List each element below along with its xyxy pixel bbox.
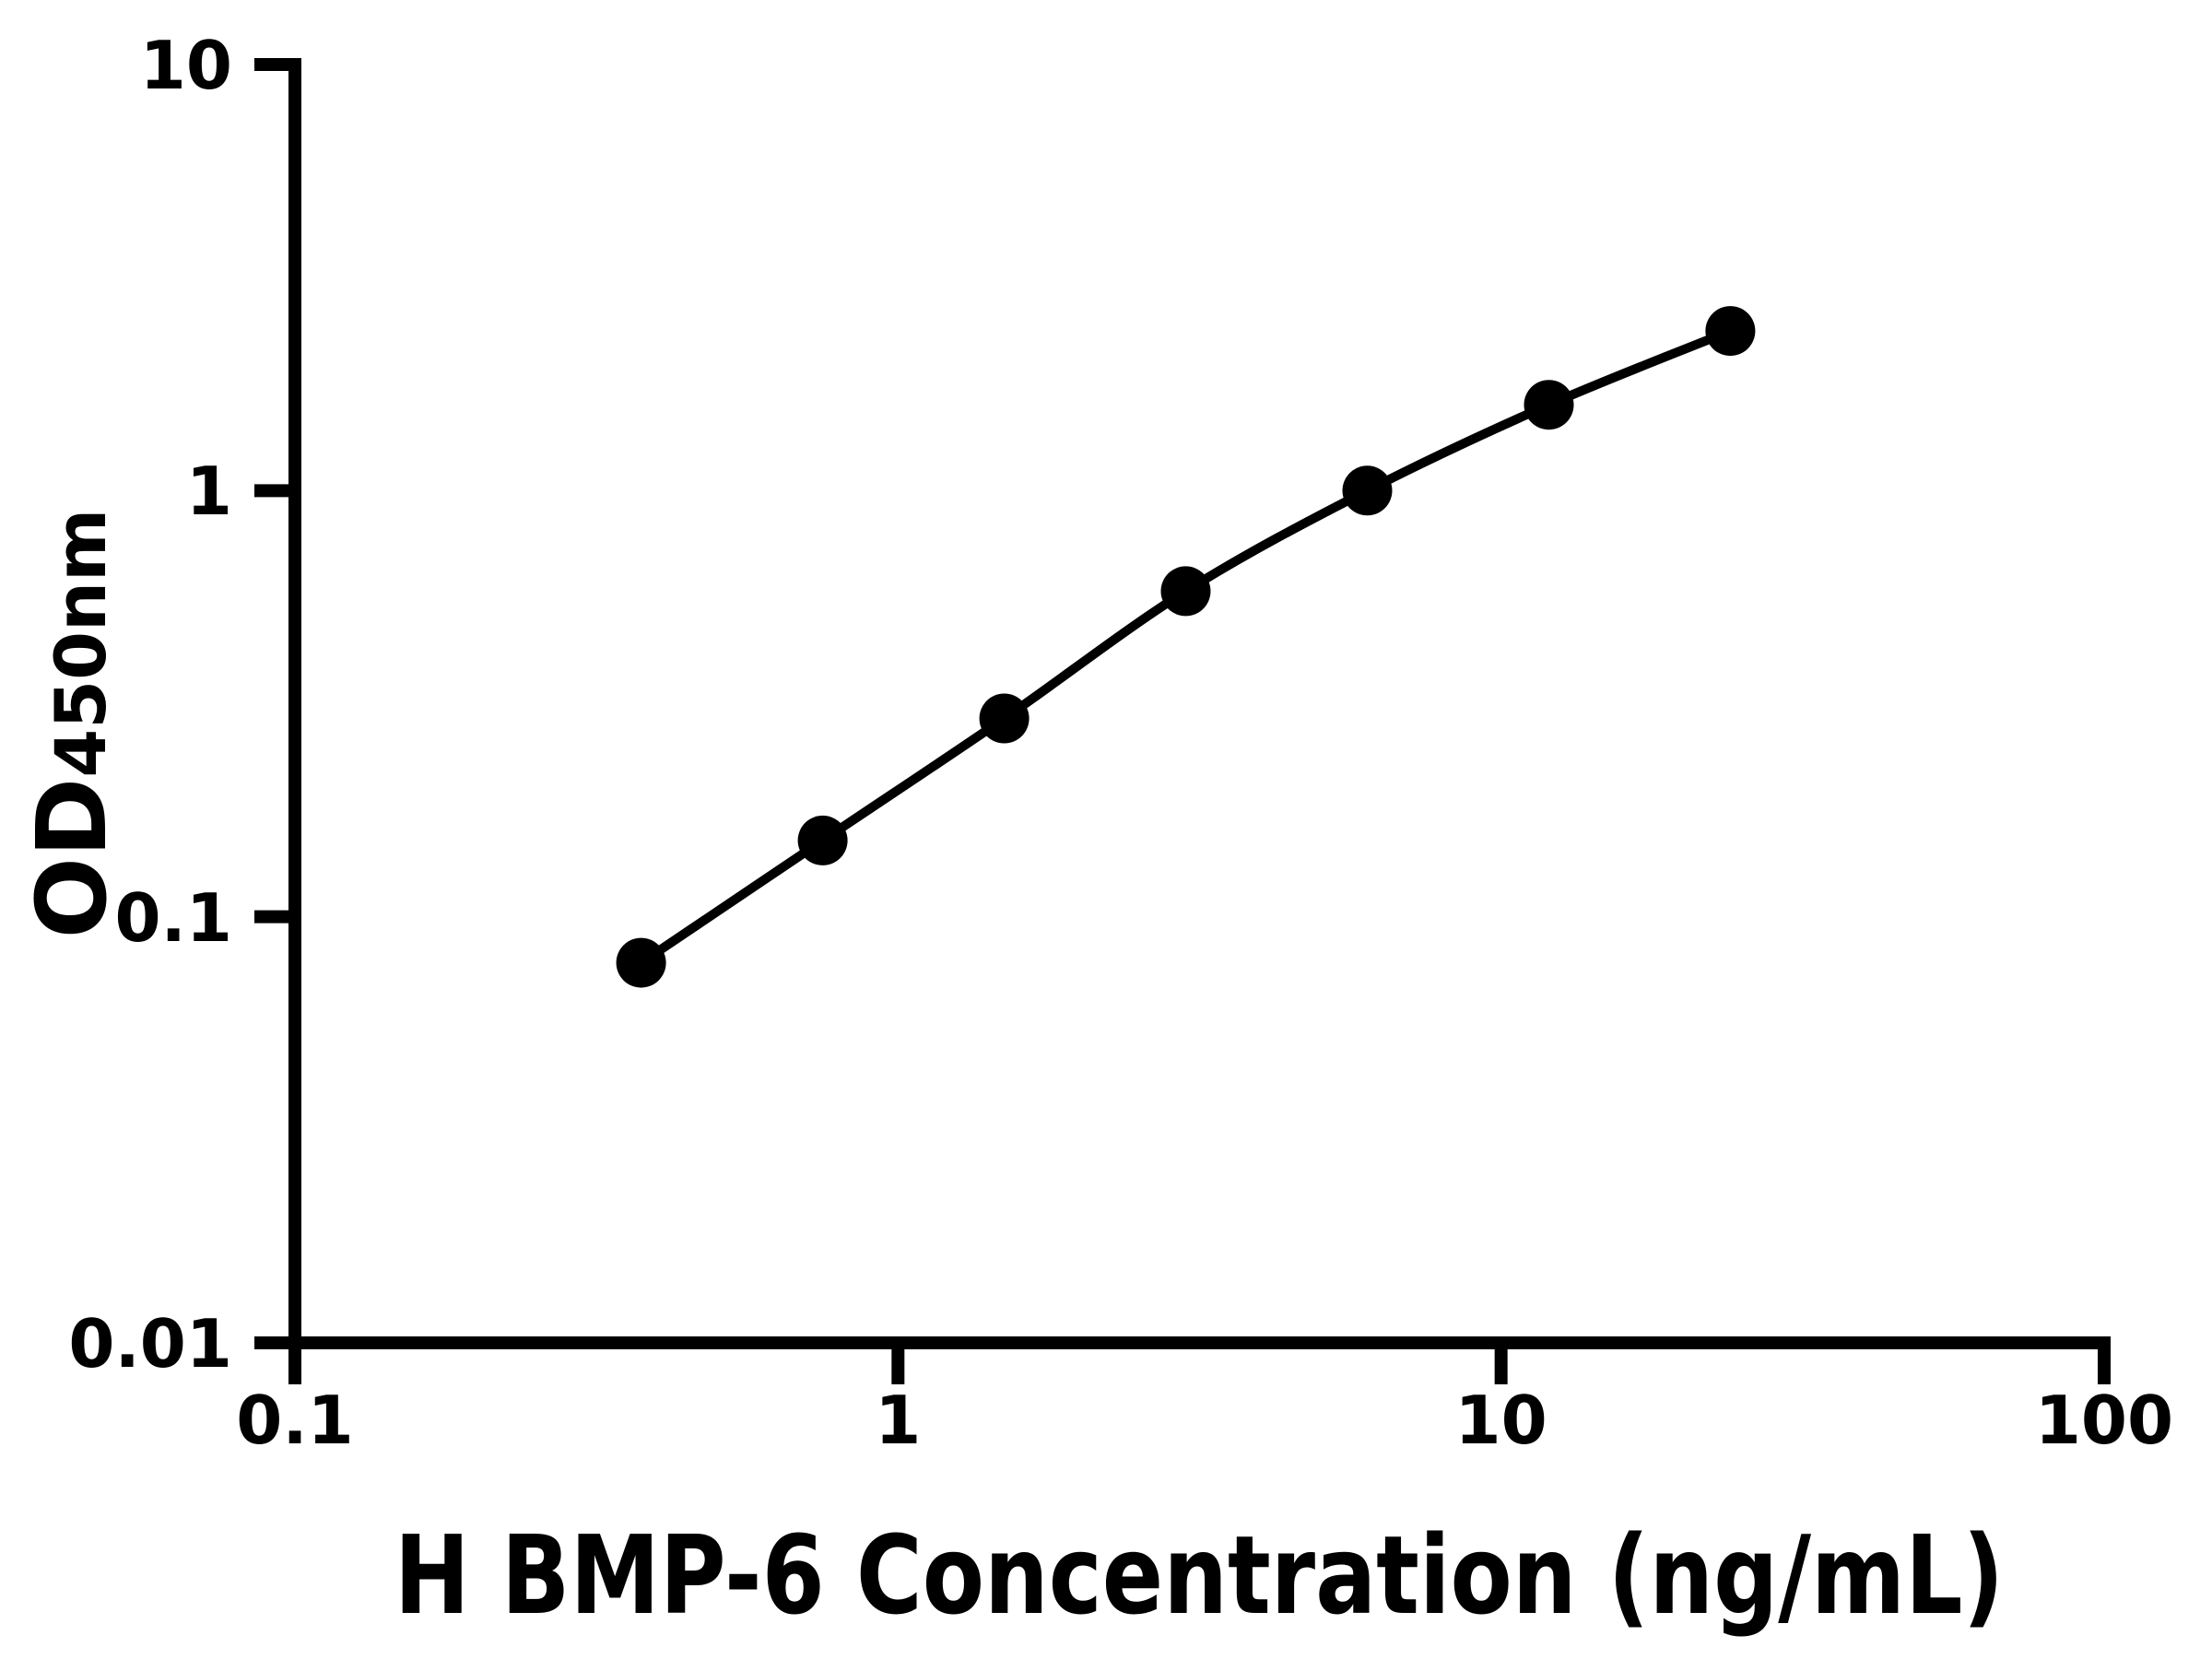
- x-axis-title-text: H BMP-6 Concentration (ng/mL): [394, 1512, 2005, 1639]
- x-tick-label: 1: [875, 1382, 922, 1459]
- x-tick-label: 0.1: [236, 1382, 354, 1459]
- y-tick-label: 0.1: [114, 878, 232, 957]
- data-point-marker: [616, 937, 666, 988]
- data-point-marker: [1524, 380, 1574, 430]
- y-tick-label: 10: [139, 27, 232, 104]
- data-point-marker: [1160, 566, 1211, 617]
- data-point-marker: [1342, 465, 1393, 516]
- x-tick-label: 100: [2034, 1382, 2174, 1459]
- x-tick-label: 10: [1454, 1382, 1547, 1459]
- y-tick-label: 0.01: [68, 1305, 232, 1382]
- y-axis-title-subscript: 450nm: [40, 508, 122, 778]
- data-point-marker: [1705, 306, 1756, 357]
- x-axis-title: H BMP-6 Concentration (ng/mL): [229, 1521, 2169, 1630]
- data-point-marker: [797, 815, 848, 865]
- standard-curve-line: [638, 326, 1733, 967]
- data-point-marker: [979, 693, 1030, 744]
- y-tick-label: 1: [185, 453, 232, 531]
- y-axis-title: OD450nm: [16, 508, 128, 939]
- y-axis-title-main: OD: [16, 777, 128, 939]
